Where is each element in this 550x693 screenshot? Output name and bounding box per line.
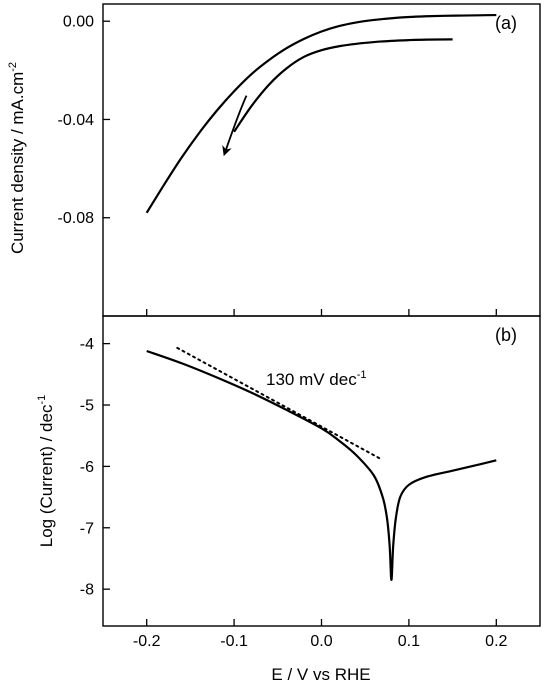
- scan-direction-arrow: [222, 95, 248, 157]
- y-tick-label: -6: [80, 459, 94, 476]
- slope-annotation-text: 130 mV dec: [266, 370, 357, 389]
- x-tick-label: -0.2: [133, 633, 161, 650]
- y-axis-title-b-sup: -1: [36, 395, 48, 405]
- panel-b-label: (b): [495, 325, 517, 345]
- y-axis-title-b: Log (Current) / dec-1: [36, 395, 56, 547]
- panel-a-label: (a): [495, 13, 517, 33]
- y-tick-label: -8: [80, 582, 94, 599]
- x-tick-label: 0.0: [310, 633, 332, 650]
- y-tick-label: -0.04: [58, 112, 95, 129]
- y-axis-title-b-text: Log (Current) / dec: [37, 404, 56, 547]
- curve-a-0: [145, 13, 497, 214]
- panel-b-ticks: -0.2 -0.1 0.0 0.1 0.2 -4 -5 -6 -7 -8: [80, 336, 508, 650]
- y-tick-label: -0.08: [58, 210, 95, 227]
- curve-b-0: [146, 349, 497, 582]
- y-tick-label: -5: [80, 398, 94, 415]
- y-tick-label: -4: [80, 336, 94, 353]
- y-tick-label: -7: [80, 520, 94, 537]
- x-tick-label: -0.1: [220, 633, 248, 650]
- slope-annotation: 130 mV dec-1: [266, 369, 367, 389]
- tafel-fit-line-b-1: [176, 346, 382, 461]
- panel-a-curves: [145, 13, 497, 214]
- y-axis-title-a: Current density / mA.cm-2: [7, 62, 27, 254]
- panel-b-frame: [102, 315, 541, 627]
- panel-a-ticks: 0.00 -0.04 -0.08: [58, 14, 497, 316]
- y-axis-title-a-text: Current density / mA.cm: [8, 72, 27, 254]
- y-axis-title-a-sup: -2: [7, 62, 19, 72]
- x-tick-label: 0.2: [485, 633, 507, 650]
- panel-b-curves: [146, 346, 497, 582]
- slope-annotation-sup: -1: [357, 369, 367, 381]
- x-tick-label: 0.1: [398, 633, 420, 650]
- y-tick-label: 0.00: [63, 14, 94, 31]
- curve-a-1: [233, 38, 453, 133]
- x-axis-title: E / V vs RHE: [271, 665, 370, 684]
